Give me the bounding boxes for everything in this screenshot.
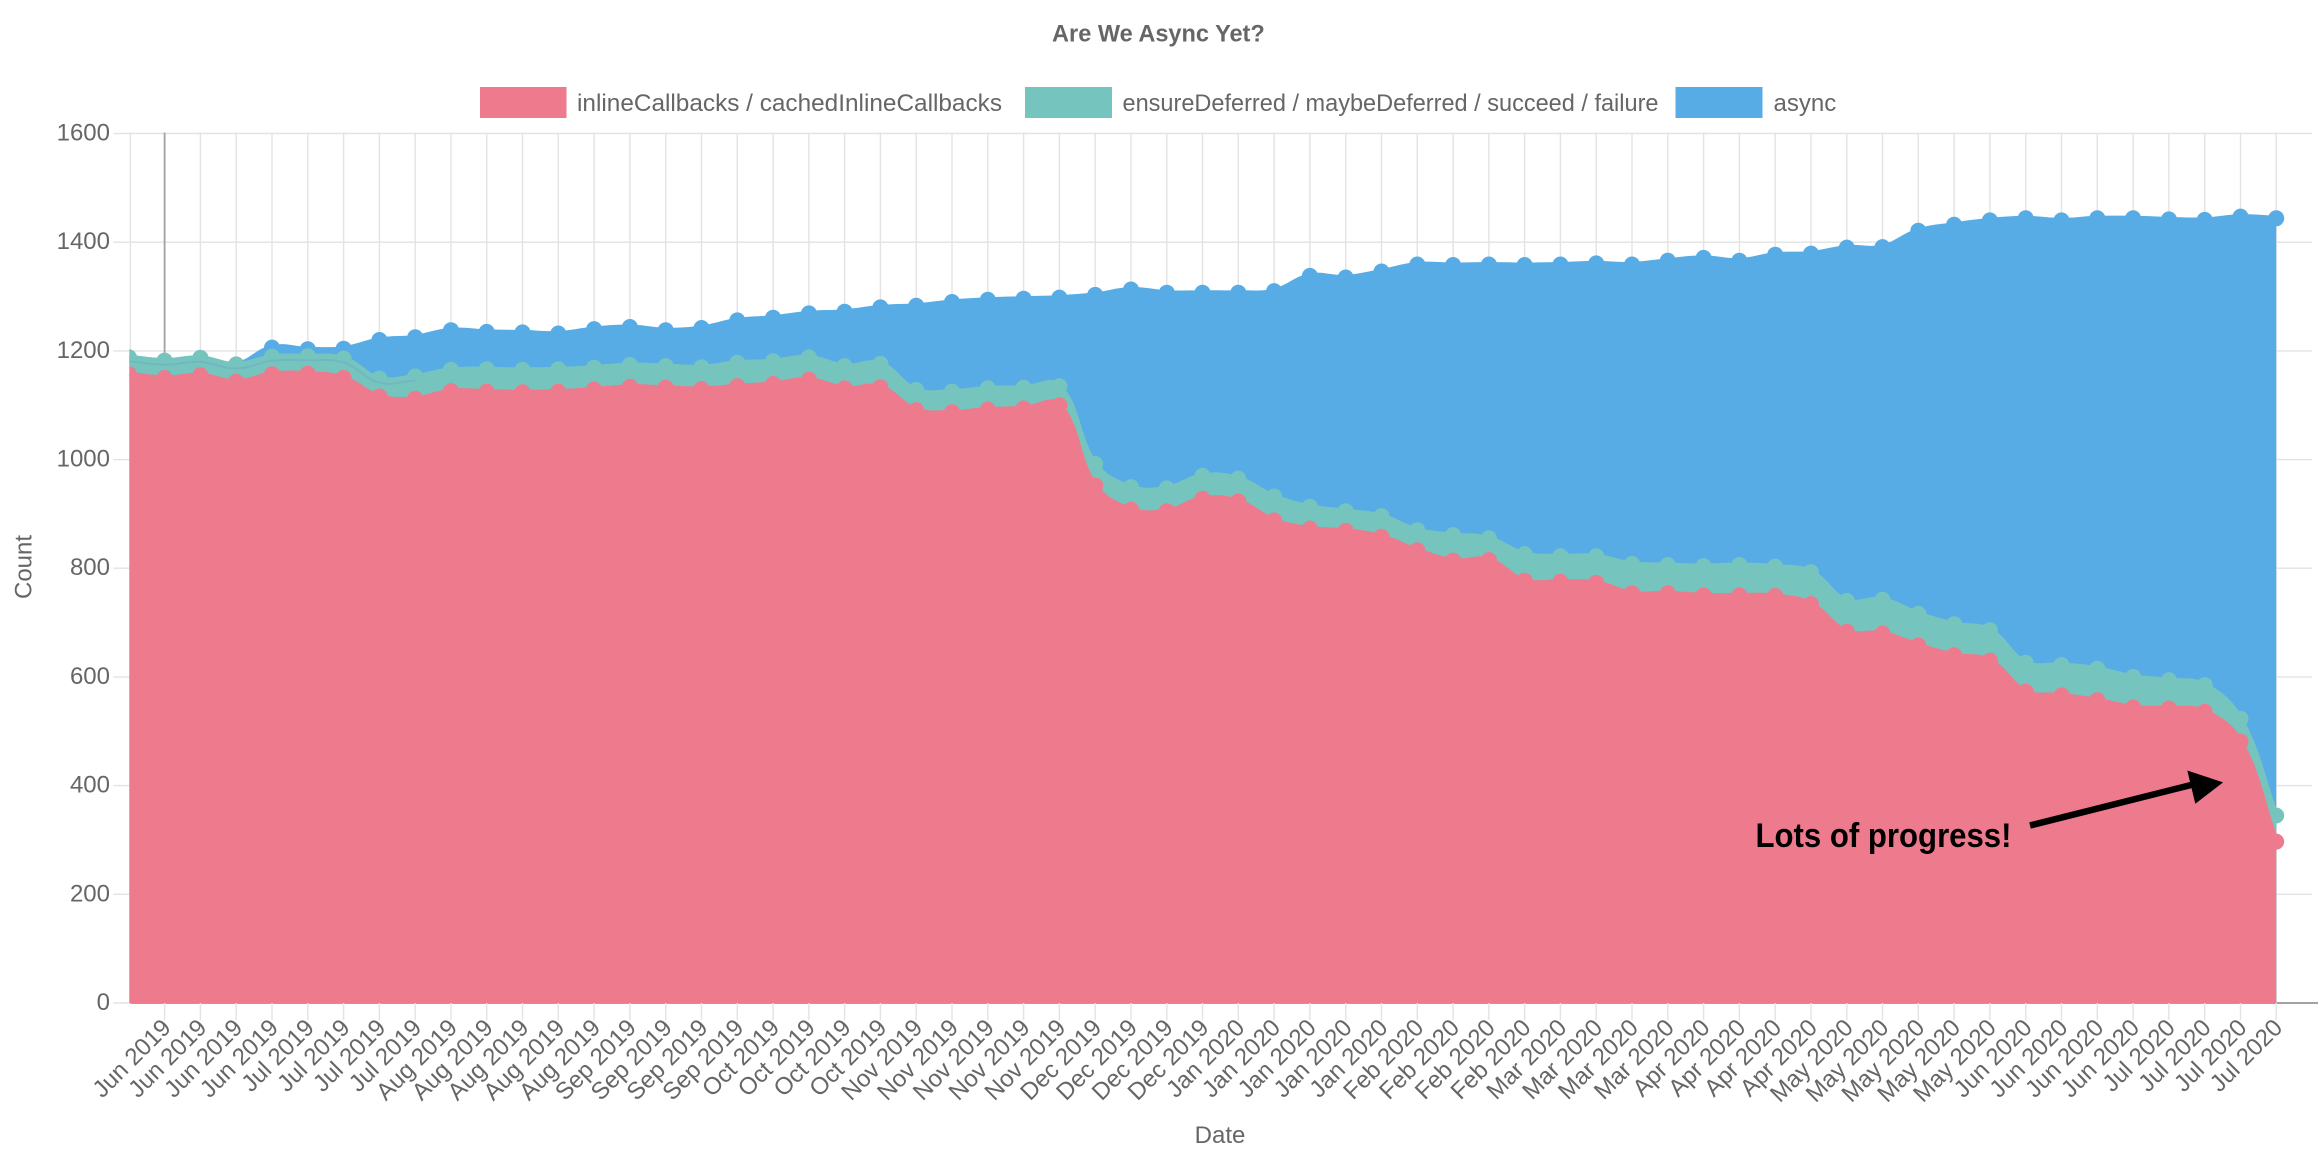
svg-text:Date: Date xyxy=(1195,1122,1246,1149)
svg-text:1400: 1400 xyxy=(57,228,110,255)
svg-text:800: 800 xyxy=(70,554,110,581)
svg-text:inlineCallbacks / cachedInline: inlineCallbacks / cachedInlineCallbacks xyxy=(577,90,1002,117)
svg-text:async: async xyxy=(1774,90,1837,117)
svg-text:1000: 1000 xyxy=(57,446,110,473)
svg-text:Are We Async Yet?: Are We Async Yet? xyxy=(1052,20,1265,47)
svg-text:Count: Count xyxy=(11,535,38,599)
svg-text:600: 600 xyxy=(70,663,110,690)
svg-text:1600: 1600 xyxy=(57,120,110,147)
svg-text:200: 200 xyxy=(70,880,110,907)
svg-text:ensureDeferred / maybeDeferred: ensureDeferred / maybeDeferred / succeed… xyxy=(1123,90,1659,117)
svg-text:Lots of progress!: Lots of progress! xyxy=(1756,817,2012,855)
svg-text:1200: 1200 xyxy=(57,337,110,364)
svg-text:0: 0 xyxy=(97,989,110,1016)
svg-text:400: 400 xyxy=(70,772,110,799)
